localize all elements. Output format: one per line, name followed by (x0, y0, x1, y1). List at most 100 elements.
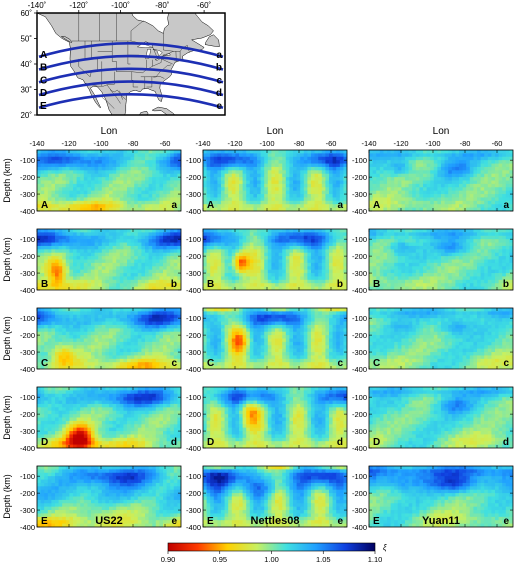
heatmap-cell (37, 431, 42, 436)
heatmap-cell (44, 160, 49, 165)
heatmap-cell (94, 496, 99, 501)
heatmap-cell (83, 308, 88, 312)
heatmap-cell (76, 207, 81, 211)
heatmap-cell (51, 486, 56, 491)
heatmap-cell (134, 520, 139, 525)
heatmap-cell (257, 229, 262, 233)
heatmap-cell (159, 235, 164, 240)
heatmap-cell (300, 245, 305, 250)
heatmap-cell (148, 207, 153, 211)
map-lon-label: -80˚ (155, 1, 170, 10)
heatmap-cell (62, 328, 67, 333)
heatmap-cell (109, 355, 114, 360)
heatmap-cell (173, 403, 178, 408)
heatmap-cell (127, 163, 132, 168)
heatmap-cell (159, 239, 164, 244)
heatmap-cell (37, 441, 42, 446)
heatmap-cell (314, 187, 319, 192)
heatmap-cell (300, 187, 305, 192)
heatmap-cell (58, 437, 63, 442)
heatmap-cell (173, 431, 178, 436)
heatmap-cell (91, 431, 96, 436)
heatmap-cell (47, 183, 52, 188)
heatmap-cell (145, 262, 150, 267)
heatmap-cell (163, 279, 168, 284)
heatmap-cell (148, 276, 153, 281)
heatmap-cell (98, 397, 103, 402)
heatmap-cell (271, 170, 276, 175)
heatmap-cell (148, 479, 153, 484)
heatmap-cell (112, 390, 117, 395)
heatmap-cell (177, 311, 181, 316)
heatmap-cell (173, 187, 178, 192)
heatmap-cell (47, 273, 52, 278)
heatmap-cell (91, 427, 96, 432)
heatmap-cell (112, 335, 117, 340)
heatmap-cell (69, 365, 74, 369)
heatmap-cell (76, 523, 81, 527)
heatmap-cell (148, 160, 153, 165)
heatmap-cell (73, 229, 78, 233)
heatmap-cell (40, 345, 45, 350)
heatmap-cell (94, 420, 99, 425)
heatmap-cell (163, 499, 168, 504)
heatmap-cell (76, 387, 81, 391)
heatmap-cell (44, 308, 49, 312)
heatmap-cell (101, 190, 106, 195)
heatmap-cell (159, 256, 164, 261)
heatmap-cell (109, 506, 114, 511)
heatmap-cell (173, 283, 178, 288)
heatmap-cell (83, 520, 88, 525)
heatmap-cell (62, 331, 67, 336)
heatmap-cell (112, 256, 117, 261)
heatmap-cell (119, 187, 124, 192)
heatmap-cell (62, 235, 67, 240)
heatmap-cell (235, 256, 240, 261)
heatmap-cell (65, 489, 70, 494)
heatmap-cell (73, 482, 78, 487)
heatmap-cell (73, 335, 78, 340)
heatmap-cell (58, 345, 63, 350)
heatmap-cell (321, 166, 326, 171)
heatmap-cell (249, 245, 254, 250)
heatmap-cell (80, 256, 85, 261)
heatmap-cell (141, 365, 146, 369)
heatmap-cell (98, 523, 103, 527)
heatmap-cell (329, 242, 334, 247)
heatmap-cell (267, 229, 272, 233)
heatmap-cell (44, 503, 49, 508)
heatmap-cell (260, 173, 265, 178)
heatmap-cell (177, 183, 181, 188)
heatmap-cell (257, 156, 262, 161)
heatmap-cell (148, 387, 153, 391)
heatmap-cell (80, 328, 85, 333)
heatmap-cell (123, 506, 128, 511)
heatmap-cell (206, 166, 211, 171)
heatmap-cell (257, 235, 262, 240)
heatmap-cell (62, 355, 67, 360)
heatmap-cell (116, 523, 121, 527)
heatmap-cell (69, 273, 74, 278)
heatmap-cell (101, 259, 106, 264)
heatmap-cell (101, 414, 106, 419)
heatmap-cell (177, 190, 181, 195)
heatmap-cell (278, 245, 283, 250)
heatmap-cell (307, 245, 312, 250)
heatmap-cell (58, 324, 63, 329)
heatmap-cell (69, 482, 74, 487)
heatmap-cell (173, 420, 178, 425)
heatmap-cell (155, 239, 160, 244)
heatmap-cell (152, 242, 157, 247)
heatmap-cell (105, 397, 110, 402)
heatmap-cell (40, 365, 45, 369)
heatmap-cell (65, 266, 70, 271)
heatmap-cell (55, 444, 60, 448)
heatmap-cell (249, 252, 254, 257)
heatmap-cell (105, 358, 110, 363)
heatmap-cell (91, 249, 96, 254)
heatmap-cell (51, 506, 56, 511)
heatmap-cell (76, 486, 81, 491)
heatmap-cell (173, 249, 178, 254)
heatmap-cell (65, 348, 70, 353)
